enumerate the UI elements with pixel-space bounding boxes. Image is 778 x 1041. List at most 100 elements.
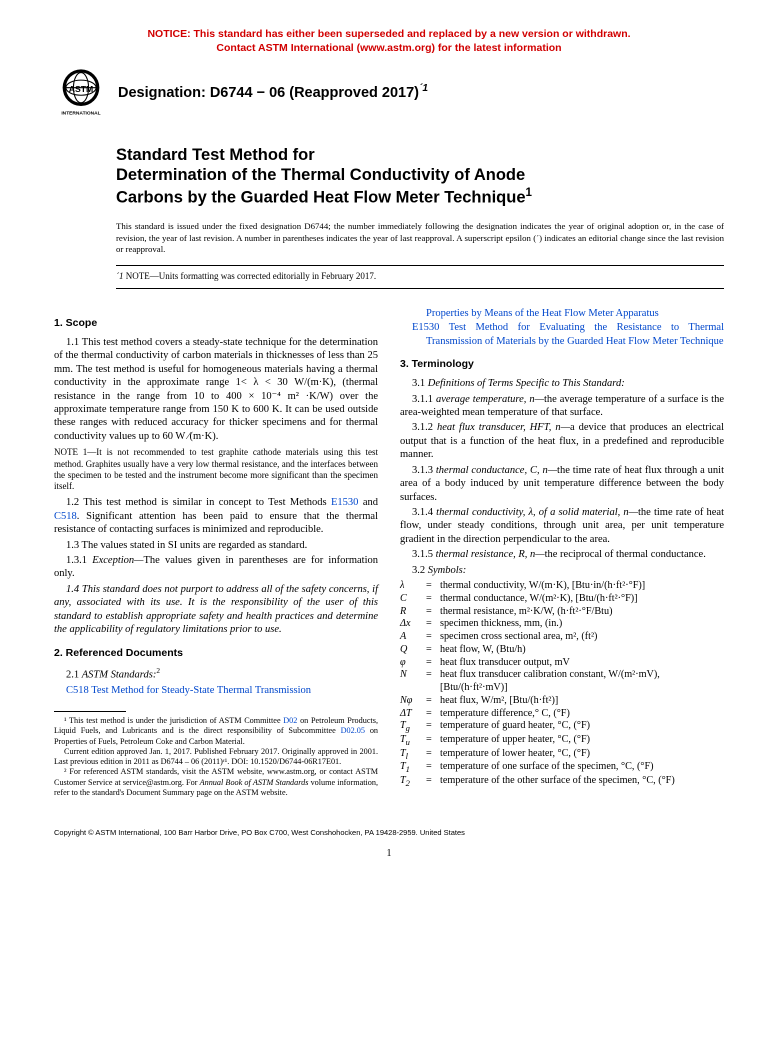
para-1-1: 1.1 This test method covers a steady-sta… xyxy=(54,336,378,444)
designation-epsilon: ´1 xyxy=(419,83,428,94)
symbol-row: Tl=temperature of lower heater, °C, (°F) xyxy=(400,748,724,762)
symbol: T2 xyxy=(400,775,426,789)
terminology-heading: 3. Terminology xyxy=(400,358,724,371)
symbol-equals: = xyxy=(426,606,440,619)
footnote-2: ² For referenced ASTM standards, visit t… xyxy=(54,767,378,798)
symbol: C xyxy=(400,593,426,606)
link-d02[interactable]: D02 xyxy=(283,716,297,725)
note-1: NOTE 1—It is not recommended to test gra… xyxy=(54,447,378,492)
symbol: Q xyxy=(400,644,426,657)
footnote-1b: Current edition approved Jan. 1, 2017. P… xyxy=(54,747,378,768)
symbol-def: temperature of guard heater, °C, (°F) xyxy=(440,720,724,733)
copyright: Copyright © ASTM International, 100 Barr… xyxy=(54,828,724,837)
symbol-row: Δx=specimen thickness, mm, (in.) xyxy=(400,618,724,631)
header: ASTM INTERNATIONAL Designation: D6744 − … xyxy=(54,65,724,119)
title-block: Standard Test Method for Determination o… xyxy=(116,145,724,207)
symbol: Nφ xyxy=(400,695,426,708)
symbol: Tg xyxy=(400,720,426,734)
ref-c518-cont[interactable]: Properties by Means of the Heat Flow Met… xyxy=(400,307,724,320)
para-1-4: 1.4 This standard does not purport to ad… xyxy=(54,583,378,637)
symbol-equals: = xyxy=(426,580,440,593)
para-3-1-4: 3.1.4 thermal conductivity, λ, of a soli… xyxy=(400,506,724,546)
symbol-row: λ=thermal conductivity, W/(m·K), [Btu·in… xyxy=(400,580,724,593)
para-3-1: 3.1 Definitions of Terms Specific to Thi… xyxy=(400,377,724,390)
footnote-separator xyxy=(54,711,126,712)
symbol-equals: = xyxy=(426,669,440,682)
symbol-row: T2=temperature of the other surface of t… xyxy=(400,775,724,789)
symbol-def: heat flow, W, (Btu/h) xyxy=(440,644,724,657)
link-e1530[interactable]: E1530 xyxy=(331,497,358,508)
symbol-def: specimen thickness, mm, (in.) xyxy=(440,618,724,631)
symbol-equals: = xyxy=(426,695,440,708)
designation: Designation: D6744 − 06 (Reapproved 2017… xyxy=(118,83,428,102)
ref-e1530[interactable]: E1530 Test Method for Evaluating the Res… xyxy=(400,321,724,348)
link-d02-05[interactable]: D02.05 xyxy=(341,726,365,735)
ref-c518[interactable]: C518 Test Method for Steady-State Therma… xyxy=(54,684,378,697)
issuance-note: This standard is issued under the fixed … xyxy=(116,221,724,255)
para-1-3: 1.3 The values stated in SI units are re… xyxy=(54,539,378,552)
symbol-def: thermal resistance, m²·K/W, (h·ft²·°F/Bt… xyxy=(440,606,724,619)
symbol: Tl xyxy=(400,748,426,762)
symbol-def: temperature of lower heater, °C, (°F) xyxy=(440,748,724,761)
para-3-1-2: 3.1.2 heat flux transducer, HFT, n—a dev… xyxy=(400,421,724,461)
designation-text: Designation: D6744 − 06 (Reapproved 2017… xyxy=(118,85,419,101)
symbol-row: R=thermal resistance, m²·K/W, (h·ft²·°F/… xyxy=(400,606,724,619)
symbol-row: A=specimen cross sectional area, m², (ft… xyxy=(400,631,724,644)
symbol-def: temperature of the other surface of the … xyxy=(440,775,724,788)
para-3-1-5: 3.1.5 thermal resistance, R, n—the recip… xyxy=(400,548,724,561)
symbol-def: thermal conductivity, W/(m·K), [Btu·in/(… xyxy=(440,580,724,593)
page-number: 1 xyxy=(54,848,724,861)
symbol-def: temperature of one surface of the specim… xyxy=(440,761,724,774)
symbol: Δx xyxy=(400,618,426,631)
symbol-equals: = xyxy=(426,618,440,631)
symbol-row: Q=heat flow, W, (Btu/h) xyxy=(400,644,724,657)
symbol-equals: = xyxy=(426,734,440,747)
para-3-2: 3.2 Symbols: xyxy=(400,564,724,577)
symbol-equals: = xyxy=(426,761,440,774)
symbol-equals: = xyxy=(426,593,440,606)
symbol: Tu xyxy=(400,734,426,748)
symbol: ΔT xyxy=(400,708,426,721)
astm-logo: ASTM INTERNATIONAL xyxy=(54,65,108,119)
link-c518[interactable]: C518 xyxy=(54,511,77,522)
para-1-3-1: 1.3.1 Exception—The values given in pare… xyxy=(54,554,378,581)
right-column: Properties by Means of the Heat Flow Met… xyxy=(400,307,724,799)
symbol-row: T1=temperature of one surface of the spe… xyxy=(400,761,724,775)
body-columns: 1. Scope 1.1 This test method covers a s… xyxy=(54,307,724,799)
symbol-row: Tg=temperature of guard heater, °C, (°F) xyxy=(400,720,724,734)
symbol-def: heat flux transducer calibration constan… xyxy=(440,669,724,695)
symbol: N xyxy=(400,669,426,682)
symbol-def: heat flux transducer output, mV xyxy=(440,657,724,670)
scope-heading: 1. Scope xyxy=(54,317,378,330)
symbol: λ xyxy=(400,580,426,593)
symbol-equals: = xyxy=(426,720,440,733)
supersession-notice: NOTICE: This standard has either been su… xyxy=(54,28,724,55)
footnote-1: ¹ This test method is under the jurisdic… xyxy=(54,716,378,747)
standard-title: Standard Test Method for Determination o… xyxy=(116,145,724,207)
symbol-equals: = xyxy=(426,775,440,788)
para-3-1-3: 3.1.3 thermal conductance, C, n—the time… xyxy=(400,464,724,504)
svg-text:ASTM: ASTM xyxy=(69,84,93,94)
para-2-1: 2.1 ASTM Standards:2 xyxy=(54,666,378,682)
symbol: A xyxy=(400,631,426,644)
symbol-row: Nφ=heat flux, W/m², [Btu/(h·ft²)] xyxy=(400,695,724,708)
para-3-1-1: 3.1.1 average temperature, n—the average… xyxy=(400,393,724,420)
epsilon-note: ´1 NOTE—Units formatting was corrected e… xyxy=(116,265,724,288)
notice-line1: NOTICE: This standard has either been su… xyxy=(147,28,630,40)
symbol-equals: = xyxy=(426,657,440,670)
symbol: R xyxy=(400,606,426,619)
svg-text:INTERNATIONAL: INTERNATIONAL xyxy=(61,111,100,117)
left-column: 1. Scope 1.1 This test method covers a s… xyxy=(54,307,378,799)
symbol-row: φ=heat flux transducer output, mV xyxy=(400,657,724,670)
symbol-equals: = xyxy=(426,708,440,721)
symbols-table: λ=thermal conductivity, W/(m·K), [Btu·in… xyxy=(400,580,724,789)
refdocs-heading: 2. Referenced Documents xyxy=(54,647,378,660)
symbol-equals: = xyxy=(426,644,440,657)
symbol-equals: = xyxy=(426,748,440,761)
symbol: φ xyxy=(400,657,426,670)
symbol-def: heat flux, W/m², [Btu/(h·ft²)] xyxy=(440,695,724,708)
symbol-def: specimen cross sectional area, m², (ft²) xyxy=(440,631,724,644)
symbol-def: thermal conductance, W/(m²·K), [Btu/(h·f… xyxy=(440,593,724,606)
symbol-row: Tu=temperature of upper heater, °C, (°F) xyxy=(400,734,724,748)
symbol: T1 xyxy=(400,761,426,775)
